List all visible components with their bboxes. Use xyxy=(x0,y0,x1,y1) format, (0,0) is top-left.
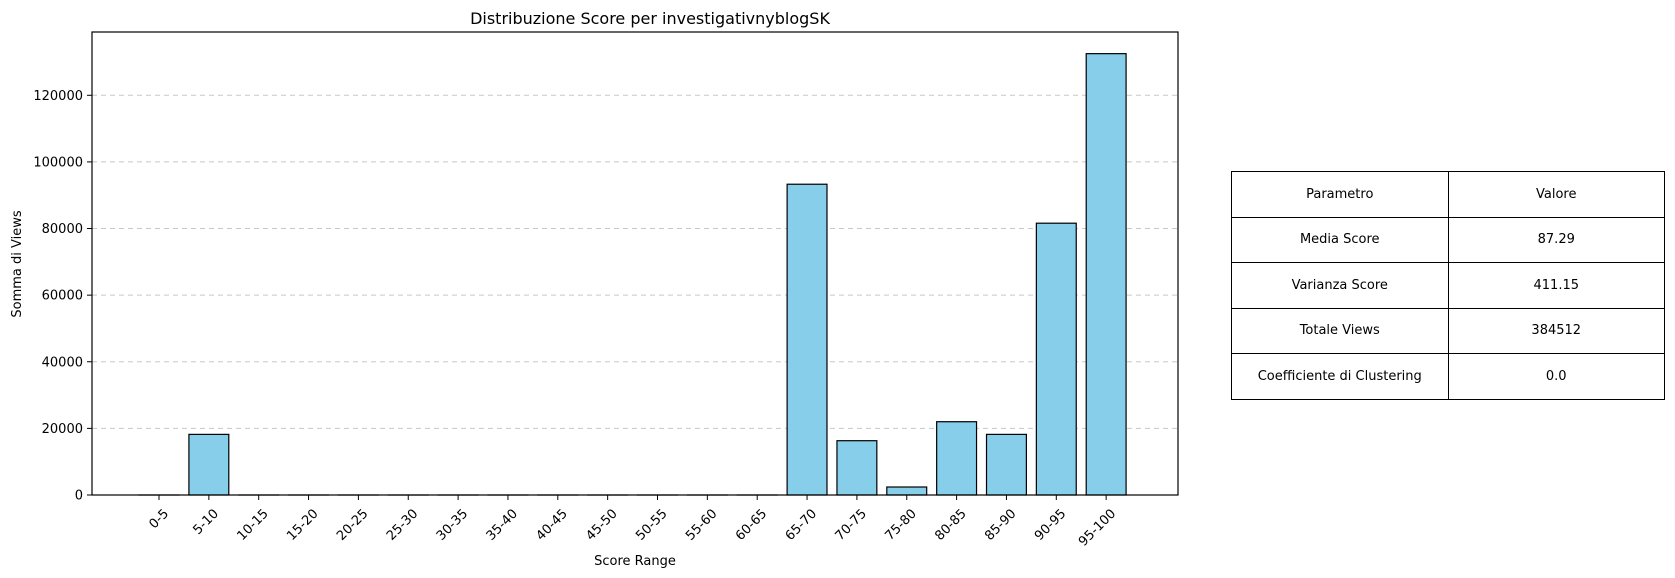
x-tick-label: 70-75 xyxy=(833,506,870,543)
table-header-row: Parametro Valore xyxy=(1231,171,1665,218)
x-axis-label: Score Range xyxy=(594,554,676,569)
bar-5-10 xyxy=(188,433,230,496)
x-tick-label: 45-50 xyxy=(583,506,620,543)
table-cell-parameter: Totale Views xyxy=(1231,307,1449,354)
x-tick-label: 80-85 xyxy=(932,506,969,543)
x-tick-label: 30-35 xyxy=(434,506,471,543)
x-tick-label: 40-45 xyxy=(534,506,571,543)
table-cell-parameter: Media Score xyxy=(1231,216,1449,263)
chart-title: Distribuzione Score per investigativnybl… xyxy=(470,9,830,28)
table-cell-parameter: Varianza Score xyxy=(1231,262,1449,309)
x-tick-label: 20-25 xyxy=(334,506,371,543)
stats-table: Parametro Valore Media Score 87.29 Varia… xyxy=(1231,171,1665,400)
y-tick-label: 100000 xyxy=(33,155,83,170)
y-tick-label: 120000 xyxy=(33,89,83,104)
x-tick-label: 65-70 xyxy=(783,506,820,543)
x-tick-label: 95-100 xyxy=(1076,506,1119,549)
bar-65-70 xyxy=(786,183,828,496)
y-tick-label: 40000 xyxy=(42,355,83,370)
x-tick-label: 60-65 xyxy=(733,506,770,543)
bar-75-80 xyxy=(886,486,928,496)
bar-80-85 xyxy=(936,421,978,496)
table-cell-value: 411.15 xyxy=(1447,262,1665,309)
table-cell-value: 384512 xyxy=(1447,307,1665,354)
table-row: Varianza Score 411.15 xyxy=(1231,262,1665,309)
table-row: Totale Views 384512 xyxy=(1231,307,1665,354)
bar-70-75 xyxy=(836,440,878,496)
x-tick-label: 5-10 xyxy=(190,506,221,537)
y-tick-label: 60000 xyxy=(42,289,83,304)
x-tick-label: 55-60 xyxy=(683,506,720,543)
bars xyxy=(138,53,1127,496)
x-tick-label: 10-15 xyxy=(234,506,271,543)
table-cell-value: 87.29 xyxy=(1447,216,1665,263)
grid-lines xyxy=(92,94,1178,429)
bar-95-100 xyxy=(1085,53,1127,496)
y-tick-label: 0 xyxy=(75,489,83,504)
x-tick-label: 15-20 xyxy=(284,506,321,543)
table-row: Media Score 87.29 xyxy=(1231,216,1665,263)
table-row: Coefficiente di Clustering 0.0 xyxy=(1231,353,1665,400)
table-cell-parameter: Coefficiente di Clustering xyxy=(1231,353,1449,400)
x-tick-label: 35-40 xyxy=(484,506,521,543)
table-cell-value: 0.0 xyxy=(1447,353,1665,400)
bar-90-95 xyxy=(1035,222,1077,496)
bar-85-90 xyxy=(985,433,1027,496)
table-header-cell: Valore xyxy=(1447,171,1665,218)
x-tick-label: 50-55 xyxy=(633,506,670,543)
x-tick-label: 85-90 xyxy=(982,506,1019,543)
plot-frame xyxy=(91,31,1179,496)
x-axis: 0-5 5-10 10-15 15-20 20-25 25-30 30-35 35-40 40-… xyxy=(146,495,1119,550)
y-tick-label: 80000 xyxy=(42,222,83,237)
x-tick-label: 25-30 xyxy=(384,506,421,543)
y-axis-label: Somma di Views xyxy=(10,210,25,317)
y-axis: 0 20000 40000 60000 80000 100000 120000 xyxy=(33,89,92,504)
x-tick-label: 0-5 xyxy=(146,506,172,532)
x-tick-label: 90-95 xyxy=(1032,506,1069,543)
x-tick-label: 75-80 xyxy=(882,506,919,543)
y-tick-label: 20000 xyxy=(42,422,83,437)
table-header-cell: Parametro xyxy=(1231,171,1449,218)
